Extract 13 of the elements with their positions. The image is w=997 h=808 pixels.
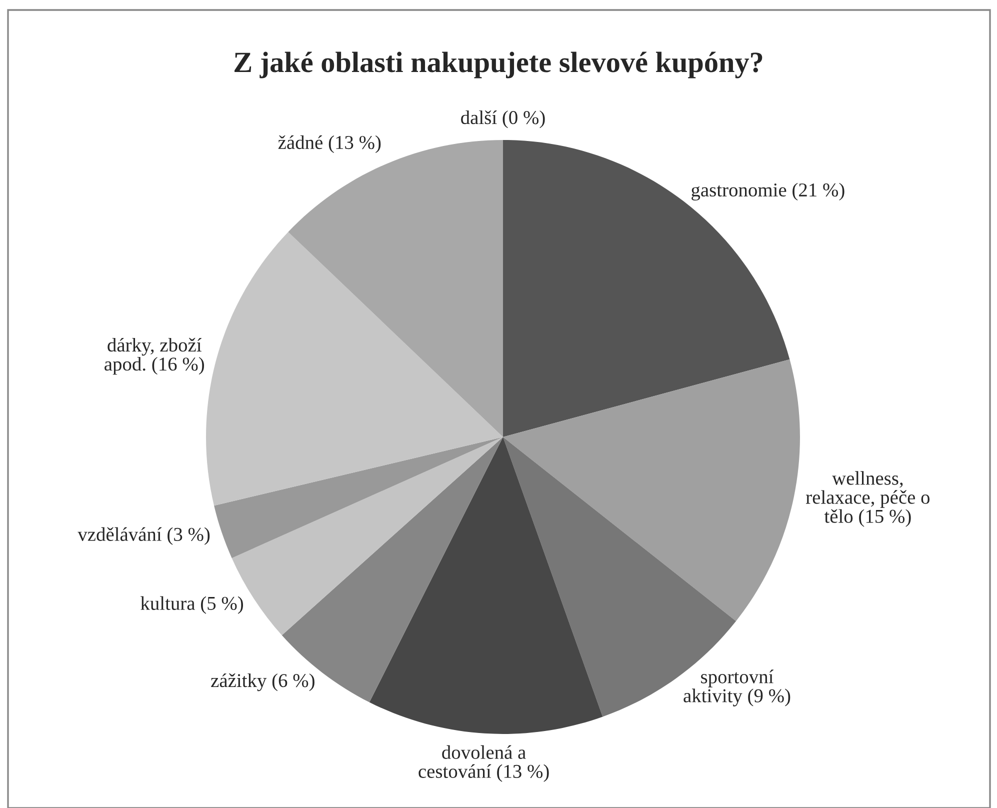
slice-label: dárky, zboží apod. (16 %) <box>104 338 204 375</box>
slice-label: sportovní aktivity (9 %) <box>684 670 790 706</box>
slice-label: gastronomie (21 %) <box>692 182 844 201</box>
pie-slice <box>369 437 603 734</box>
slice-label: zážitky (6 %) <box>211 673 314 692</box>
slice-label: wellness, relaxace, péče o tělo (15 %) <box>806 471 930 527</box>
slice-label: žádné (13 %) <box>278 135 381 154</box>
slice-label: kultura (5 %) <box>140 596 244 614</box>
category-label: další (0 %) <box>461 110 545 128</box>
slice-label: dovolená a cestování (13 %) <box>418 745 549 782</box>
slice-label: vzdělávání (3 %) <box>78 527 210 545</box>
pie-slice <box>503 140 790 437</box>
chart-title: Z jaké oblasti nakupujete slevové kupóny? <box>234 52 762 78</box>
